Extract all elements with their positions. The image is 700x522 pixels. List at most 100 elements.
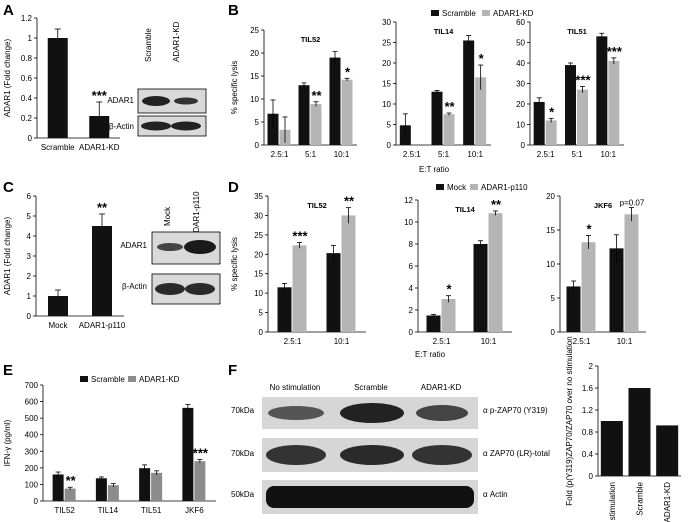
y-tick-label: 0.8 [582, 428, 594, 437]
significance-label: *** [193, 446, 209, 461]
significance-label: * [479, 51, 485, 66]
western-blot-f: No stimulation Scramble ADAR1-KD 70kDa 7… [231, 383, 550, 514]
blot-band [141, 121, 171, 131]
blot-row-label: ADAR1 [120, 241, 147, 250]
chart-title: JKF6 [594, 201, 612, 210]
x-tick-label: 5:1 [571, 150, 583, 159]
chart-b-til52: 0 5 10 15 20 25 % specific lysis TIL52 2.5:1 5:1 1… [230, 26, 357, 159]
significance-label: * [586, 221, 592, 236]
chart-f: 0 0.4 0.8 1.2 1.6 2 Fold (p(Y319)ZAP70/ZAP70 o… [565, 336, 681, 522]
bar [107, 485, 119, 501]
panel-label-e: E [3, 362, 13, 379]
x-tick-label: No stimulation [608, 482, 617, 522]
bar [565, 65, 576, 145]
x-tick-label: 10:1 [481, 337, 497, 346]
bar [151, 472, 163, 501]
bar [475, 77, 487, 145]
y-tick-label: 10 [382, 100, 391, 109]
chart-title: TIL52 [301, 35, 321, 44]
legend-label: Mock [447, 183, 467, 192]
blot-band [171, 121, 201, 131]
bar [488, 213, 503, 332]
significance-label: * [345, 64, 351, 79]
y-tick-label: 25 [250, 26, 259, 35]
x-tick-label: TIL14 [98, 506, 119, 515]
shared-xlabel-d: E:T ratio [415, 350, 446, 359]
y-tick-label: 40 [516, 59, 525, 68]
x-tick-label: JKF6 [185, 506, 204, 515]
bar [545, 120, 557, 145]
legend-swatch-adar1-kd [482, 10, 490, 16]
y-tick-label: 30 [254, 211, 263, 220]
y-tick-label: 10 [546, 260, 555, 269]
blot-lane-label: Scramble [144, 28, 153, 62]
significance-label: *** [92, 88, 108, 103]
y-tick-label: 0 [551, 328, 556, 337]
y-tick-label: 700 [25, 381, 39, 390]
y-tick-label: 30 [382, 18, 391, 27]
bar [600, 421, 623, 476]
bar [656, 425, 679, 476]
blot-band [268, 406, 324, 420]
western-blot-a: Scramble ADAR1-KD ADAR1 β-Actin [107, 21, 207, 137]
y-tick-label: 5 [387, 121, 392, 130]
y-tick-label: 5 [551, 294, 556, 303]
panel-label-a: A [3, 2, 14, 19]
y-tick-label: 4 [27, 232, 32, 241]
blot-band [155, 283, 185, 295]
y-tick-label: 3 [27, 252, 32, 261]
y-tick-label: 0 [409, 328, 414, 337]
y-tick-label: 15 [254, 270, 263, 279]
y-tick-label: 0 [255, 141, 260, 150]
bar [267, 113, 279, 145]
blot-mw-label: 70kDa [231, 449, 255, 458]
blot-band [184, 240, 216, 254]
bar [52, 474, 64, 501]
y-tick-label: 0 [387, 141, 392, 150]
bar [533, 101, 545, 145]
y-tick-label: 1.6 [582, 384, 594, 393]
significance-label: p=0.07 [620, 199, 645, 208]
y-axis-label: % specific lysis [230, 61, 239, 115]
blot-band [157, 243, 183, 251]
chart-d-til52: 0 5 10 15 20 25 30 35 % specific lysis TIL52 2.5:1… [230, 192, 366, 346]
y-tick-label: 300 [25, 447, 39, 456]
bar [47, 38, 68, 138]
x-tick-label: Scramble [41, 143, 75, 152]
blot-lane-label: ADAR1-KD [172, 21, 181, 62]
blot-band [340, 445, 404, 465]
bar [473, 244, 488, 332]
bar [463, 40, 475, 146]
y-tick-label: 6 [27, 192, 32, 201]
x-tick-label: 5:1 [305, 150, 317, 159]
blot-row-label: β-Actin [122, 282, 147, 291]
y-tick-label: 500 [25, 414, 39, 423]
significance-label: ** [66, 473, 77, 488]
blot-band [416, 405, 468, 421]
y-tick-label: 8 [409, 240, 414, 249]
blot-row-label: α ZAP70 (LR)-total [483, 449, 550, 458]
x-tick-label: 2.5:1 [573, 337, 591, 346]
bar [298, 85, 310, 145]
legend-e: Scramble ADAR1-KD [80, 375, 180, 384]
y-tick-label: 100 [25, 480, 39, 489]
legend-label: ADAR1-KD [139, 375, 180, 384]
bar [48, 296, 68, 316]
blot-row-label: α Actin [483, 490, 508, 499]
bar [609, 248, 624, 332]
y-axis-label: IFN-γ (pg/ml) [3, 419, 12, 466]
y-tick-label: 0.6 [21, 74, 33, 83]
bar [139, 468, 151, 501]
bar [277, 287, 292, 332]
y-tick-label: 15 [546, 226, 555, 235]
y-tick-label: 25 [254, 231, 263, 240]
shared-xlabel-b: E:T ratio [419, 165, 450, 174]
legend-label: ADAR1-p110 [481, 183, 528, 192]
bar [441, 299, 456, 332]
y-tick-label: 5 [259, 309, 264, 318]
y-tick-label: 2 [589, 362, 594, 371]
x-tick-label: 2.5:1 [537, 150, 555, 159]
chart-title: TIL51 [567, 27, 587, 36]
